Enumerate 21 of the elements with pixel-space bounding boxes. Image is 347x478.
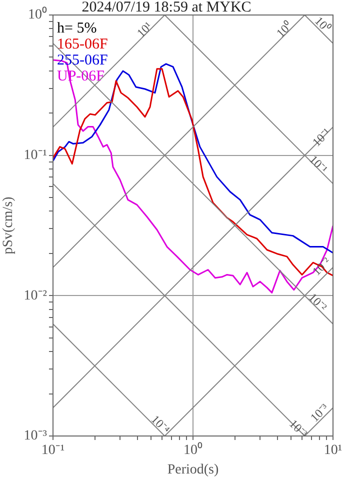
- y-tick-label: 10⁻¹: [24, 148, 47, 164]
- y-axis-title: pSv(cm/s): [1, 196, 16, 254]
- x-axis-title: Period(s): [167, 462, 219, 478]
- annotation: 10⁻²: [309, 254, 334, 278]
- annotation: h= 5%: [57, 20, 97, 36]
- annotation: 10⁻²: [306, 290, 330, 314]
- annotation: 10⁰: [274, 18, 295, 40]
- x-tick-label: 10⁻¹: [41, 443, 65, 458]
- x-tick-label: 10⁰: [184, 442, 202, 458]
- y-tick-label: 10⁻²: [24, 288, 47, 304]
- annotation: 10⁰: [312, 14, 334, 35]
- annotation: 10⁻¹: [306, 152, 331, 176]
- annotation: 10¹: [134, 18, 156, 40]
- y-tick-label: 10⁰: [28, 6, 47, 23]
- series-label: 165-06F: [57, 36, 108, 52]
- series-label: 255-06F: [57, 52, 108, 68]
- annotation: 10⁻¹: [309, 125, 334, 150]
- annotation: 10⁻⁴: [148, 412, 173, 436]
- y-tick-label: 10⁻³: [24, 428, 47, 444]
- chart-title: 2024/07/19 18:59 at MYKC: [82, 0, 252, 16]
- x-tick-label: 10¹: [324, 443, 342, 458]
